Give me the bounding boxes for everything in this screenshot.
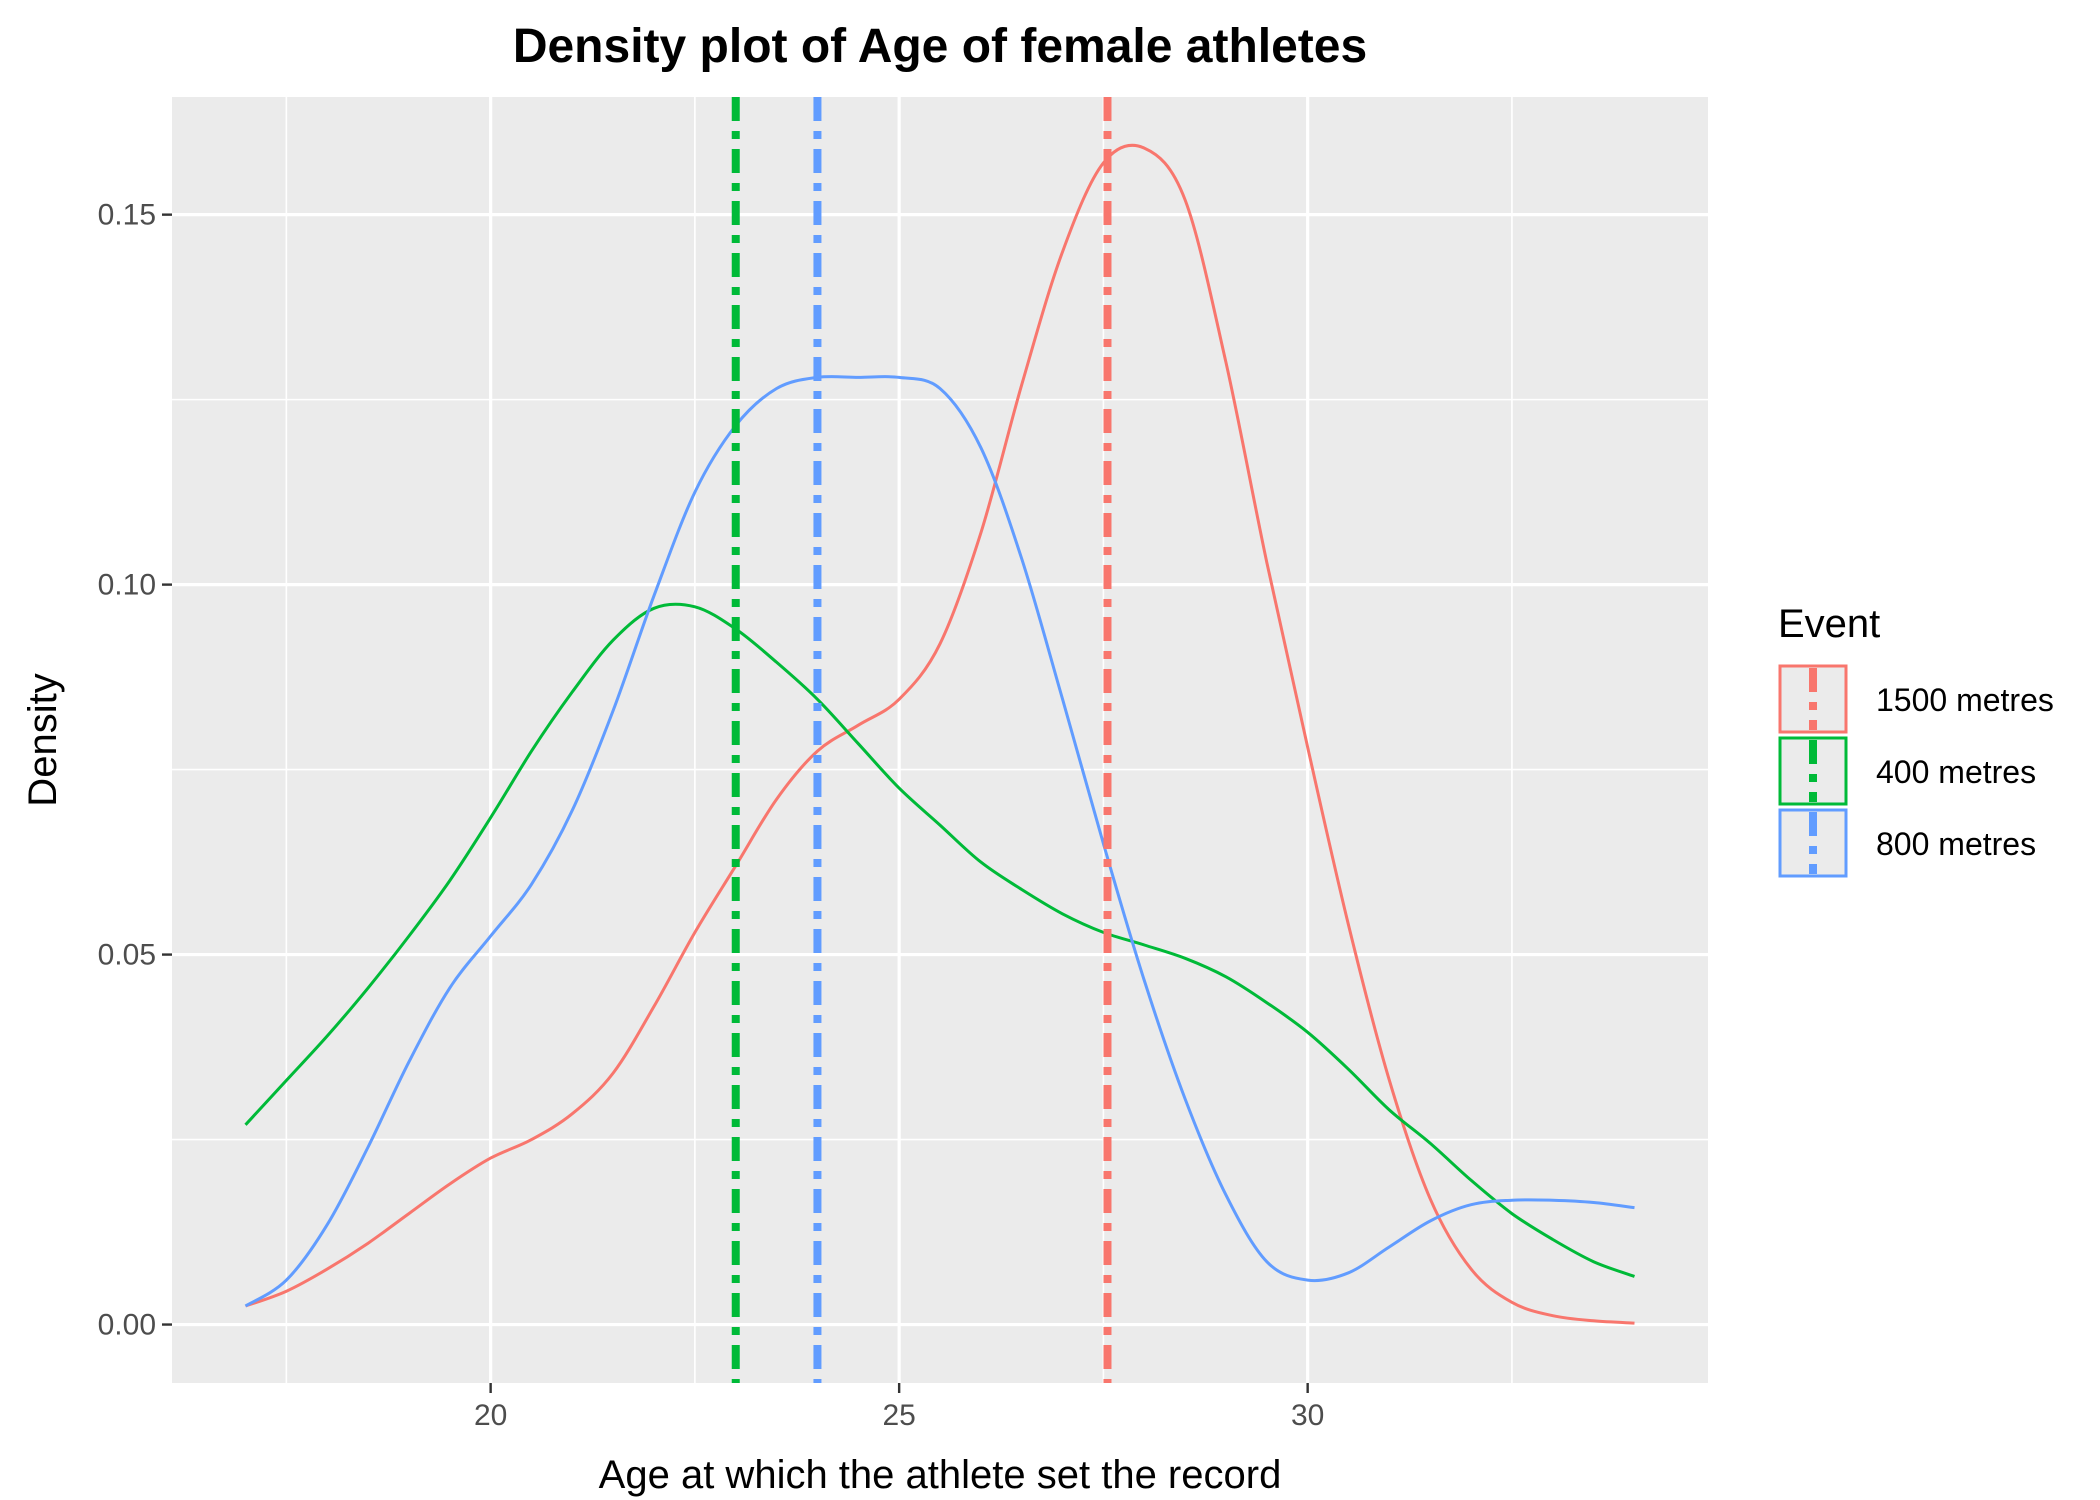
mean-lines [731,97,1112,1383]
major-gridlines [172,97,1708,1383]
density-curves [244,143,1635,1325]
minor-gridlines [172,97,1708,1383]
y-axis-label: Density [21,673,65,806]
y-tick-label: 0.00 [98,1309,156,1342]
plot-panel [172,97,1708,1383]
legend-label-1500-metres: 1500 metres [1876,682,2054,718]
x-tick-label: 20 [474,1399,507,1432]
density-curve-400-metres [244,602,1635,1278]
y-tick-label: 0.10 [98,569,156,602]
x-tick-label: 30 [1291,1399,1324,1432]
legend-title: Event [1778,602,1880,646]
legend-item-800-metres: 800 metres [1778,808,2036,878]
x-tick-label: 25 [882,1399,915,1432]
chart-title: Density plot of Age of female athletes [513,20,1367,73]
y-tick-label: 0.15 [98,199,156,232]
x-axis-label: Age at which the athlete set the record [599,1453,1282,1497]
axes: 20 25 30 0.00 0.05 0.10 0.15 [98,199,1325,1432]
legend-item-1500-metres: 1500 metres [1778,664,2054,734]
legend-label-400-metres: 400 metres [1876,754,2036,790]
density-curve-800-metres [244,375,1635,1308]
legend-label-800-metres: 800 metres [1876,826,2036,862]
density-curve-1500-metres [245,143,1635,1325]
y-tick-label: 0.05 [98,939,156,972]
legend-item-400-metres: 400 metres [1778,736,2036,806]
legend: Event 1500 metres 400 metres 800 metres [1778,602,2054,878]
